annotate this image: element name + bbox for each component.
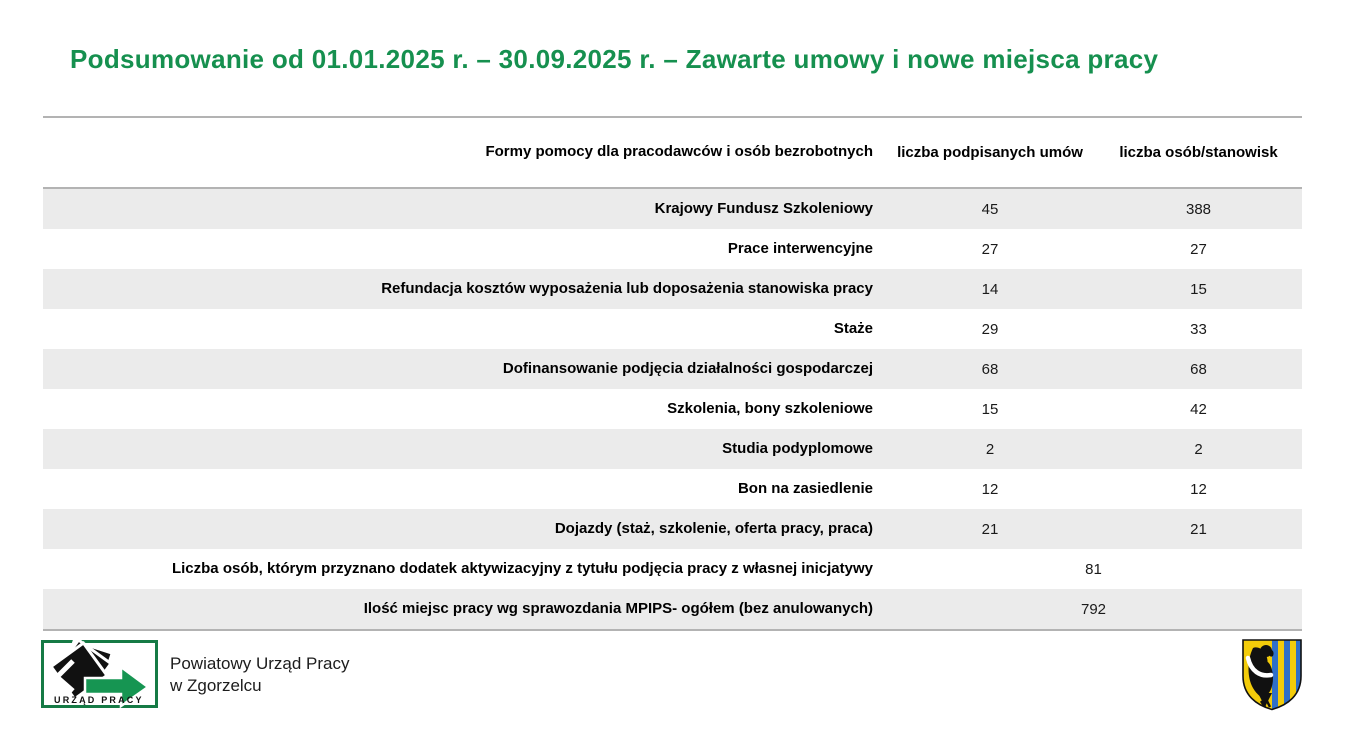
header-forms-of-support: Formy pomocy dla pracodawców i osób bezr… [485, 143, 873, 161]
urzad-pracy-logo-icon: URZĄD PRACY [41, 637, 158, 713]
positions-value: 42 [1190, 400, 1207, 418]
contracts-value: 12 [981, 480, 999, 498]
row-label: Staże [833, 319, 873, 337]
positions-value: 15 [1190, 280, 1207, 298]
table-row: Staże 29 33 [43, 309, 1302, 349]
row-label: Dojazdy (staż, szkolenie, oferta pracy, … [554, 519, 873, 537]
contracts-value: 21 [981, 520, 999, 538]
table-row: Liczba osób, którym przyznano dodatek ak… [43, 549, 1302, 589]
table-row: Krajowy Fundusz Szkoleniowy 45 388 [43, 189, 1302, 229]
positions-value: 27 [1190, 240, 1207, 258]
header-persons-positions: liczba osób/stanowisk [1119, 144, 1278, 161]
row-label: Szkolenia, bony szkoleniowe [667, 399, 873, 417]
zgorzelec-coat-of-arms-icon [1240, 638, 1304, 717]
table-row: Studia podyplomowe 2 2 [43, 429, 1302, 469]
logo-caption: URZĄD PRACY [54, 695, 144, 705]
contracts-value: 45 [981, 200, 999, 218]
table-row: Szkolenia, bony szkoleniowe 15 42 [43, 389, 1302, 429]
row-label: Krajowy Fundusz Szkoleniowy [654, 199, 873, 217]
row-label: Ilość miejsc pracy wg sprawozdania MPIPS… [363, 599, 873, 617]
contracts-value: 15 [981, 400, 999, 418]
contracts-value: 29 [981, 320, 999, 338]
table-row: Prace interwencyjne 27 27 [43, 229, 1302, 269]
positions-value: 21 [1190, 520, 1207, 538]
table-header-row: Formy pomocy dla pracodawców i osób bezr… [43, 116, 1302, 189]
contracts-value: 14 [981, 280, 999, 298]
page-title: Podsumowanie od 01.01.2025 r. – 30.09.20… [70, 44, 1159, 74]
positions-value: 68 [1190, 360, 1207, 378]
row-label: Prace interwencyjne [727, 239, 873, 257]
positions-value: 2 [1194, 440, 1203, 458]
row-label: Liczba osób, którym przyznano dodatek ak… [171, 559, 873, 577]
organization-name-line2: w Zgorzelcu [170, 676, 262, 695]
contracts-value: 68 [981, 360, 999, 378]
table-row: Bon na zasiedlenie 12 12 [43, 469, 1302, 509]
header-signed-contracts: liczba podpisanych umów [897, 144, 1083, 161]
positions-value: 12 [1190, 480, 1207, 498]
table-body: Krajowy Fundusz Szkoleniowy 45 388 Prace… [43, 189, 1302, 631]
summary-table: Formy pomocy dla pracodawców i osób bezr… [43, 116, 1302, 631]
organization-name-line1: Powiatowy Urząd Pracy [170, 654, 350, 673]
row-label: Refundacja kosztów wyposażenia lub dopos… [381, 279, 873, 297]
row-label: Bon na zasiedlenie [737, 479, 873, 497]
row-label: Studia podyplomowe [722, 439, 873, 457]
positions-value: 388 [1185, 200, 1212, 218]
table-row: Dojazdy (staż, szkolenie, oferta pracy, … [43, 509, 1302, 549]
merged-value: 792 [1080, 600, 1107, 618]
organization-name: Powiatowy Urząd Pracy w Zgorzelcu [170, 653, 350, 697]
merged-value: 81 [1085, 560, 1102, 578]
positions-value: 33 [1190, 320, 1207, 338]
row-label: Dofinansowanie podjęcia działalności gos… [502, 359, 873, 377]
table-row: Refundacja kosztów wyposażenia lub dopos… [43, 269, 1302, 309]
table-row: Ilość miejsc pracy wg sprawozdania MPIPS… [43, 589, 1302, 629]
contracts-value: 2 [985, 440, 995, 458]
table-row: Dofinansowanie podjęcia działalności gos… [43, 349, 1302, 389]
contracts-value: 27 [981, 240, 999, 258]
